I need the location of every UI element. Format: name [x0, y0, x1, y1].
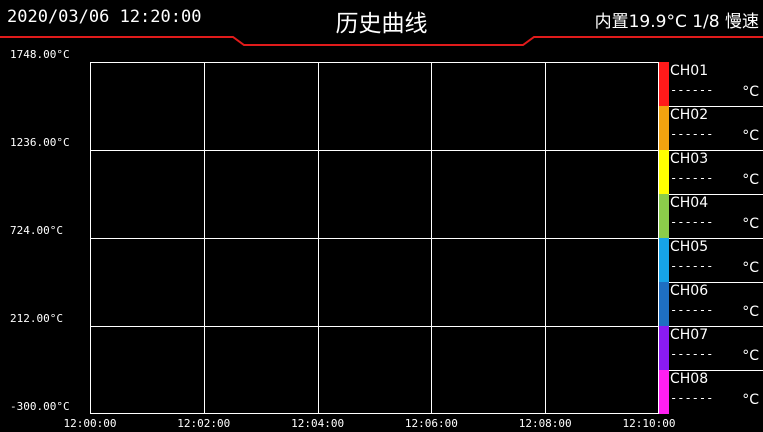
channel-name: CH08: [670, 371, 709, 387]
channel-unit: °C: [742, 304, 759, 320]
x-tick-label: 12:00:00: [63, 417, 117, 430]
header-accent-line: [0, 36, 763, 46]
x-tick-label: 12:04:00: [291, 417, 345, 430]
channel-value: ------: [670, 391, 714, 405]
x-tick-label: 12:08:00: [518, 417, 572, 430]
x-tick-label: 12:02:00: [177, 417, 231, 430]
legend-separator: [669, 282, 763, 283]
y-tick-label: 1748.00°C: [10, 48, 70, 61]
y-tick-label: -300.00°C: [10, 400, 70, 413]
channel-legend-item[interactable]: CH01 ------ °C: [659, 62, 763, 106]
channel-name: CH04: [670, 195, 709, 211]
channel-value: ------: [670, 215, 714, 229]
channel-color-swatch: [659, 326, 669, 370]
channel-name: CH06: [670, 283, 709, 299]
channel-name: CH01: [670, 63, 709, 79]
channel-value: ------: [670, 303, 714, 317]
channel-color-swatch: [659, 150, 669, 194]
legend-separator: [669, 106, 763, 107]
legend-separator: [669, 150, 763, 151]
channel-unit: °C: [742, 260, 759, 276]
legend-separator: [669, 194, 763, 195]
y-tick-label: 1236.00°C: [10, 136, 70, 149]
channel-name: CH05: [670, 239, 709, 255]
channel-unit: °C: [742, 128, 759, 144]
channel-legend: CH01 ------ °C CH02 ------ °C CH03 ------ °C CH04…: [659, 62, 763, 417]
channel-color-swatch: [659, 106, 669, 150]
channel-legend-item[interactable]: CH06 ------ °C: [659, 282, 763, 326]
legend-separator: [669, 238, 763, 239]
channel-unit: °C: [742, 392, 759, 408]
channel-color-swatch: [659, 238, 669, 282]
x-tick-label: 12:10:00: [622, 417, 676, 430]
channel-value: ------: [670, 259, 714, 273]
page-title: 历史曲线: [335, 11, 428, 37]
channel-color-swatch: [659, 62, 669, 106]
channel-legend-item[interactable]: CH04 ------ °C: [659, 194, 763, 238]
channel-name: CH02: [670, 107, 709, 123]
status-display[interactable]: 内置19.9°C 1/8 慢速: [594, 12, 759, 32]
channel-legend-item[interactable]: CH03 ------ °C: [659, 150, 763, 194]
channel-unit: °C: [742, 216, 759, 232]
legend-separator: [669, 370, 763, 371]
header-accent-polyline: [0, 36, 763, 46]
channel-unit: °C: [742, 172, 759, 188]
history-chart-plot: [90, 62, 659, 414]
channel-legend-item[interactable]: CH02 ------ °C: [659, 106, 763, 150]
channel-legend-item[interactable]: CH07 ------ °C: [659, 326, 763, 370]
channel-legend-item[interactable]: CH08 ------ °C: [659, 370, 763, 414]
channel-legend-item[interactable]: CH05 ------ °C: [659, 238, 763, 282]
y-tick-label: 724.00°C: [10, 224, 63, 237]
channel-name: CH07: [670, 327, 709, 343]
datetime-display: 2020/03/06 12:20:00: [7, 7, 202, 27]
header-bar: 2020/03/06 12:20:00 历史曲线 内置19.9°C 1/8 慢速: [0, 0, 763, 48]
channel-color-swatch: [659, 282, 669, 326]
channel-value: ------: [670, 171, 714, 185]
x-tick-label: 12:06:00: [404, 417, 458, 430]
channel-name: CH03: [670, 151, 709, 167]
legend-separator: [669, 326, 763, 327]
y-tick-label: 212.00°C: [10, 312, 63, 325]
channel-value: ------: [670, 347, 714, 361]
channel-color-swatch: [659, 370, 669, 414]
channel-unit: °C: [742, 348, 759, 364]
channel-value: ------: [670, 83, 714, 97]
channel-value: ------: [670, 127, 714, 141]
channel-unit: °C: [742, 84, 759, 100]
channel-color-swatch: [659, 194, 669, 238]
